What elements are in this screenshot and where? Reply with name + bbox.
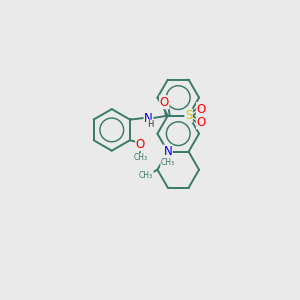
Text: N: N (144, 112, 153, 124)
Text: H: H (147, 120, 153, 129)
Text: CH₃: CH₃ (161, 158, 175, 167)
Text: O: O (136, 138, 145, 151)
Text: O: O (196, 116, 206, 129)
Text: O: O (160, 96, 169, 109)
Text: CH₃: CH₃ (139, 171, 153, 180)
Text: S: S (185, 109, 192, 122)
Text: O: O (196, 103, 206, 116)
Text: N: N (164, 145, 172, 158)
Text: CH₃: CH₃ (133, 153, 148, 162)
